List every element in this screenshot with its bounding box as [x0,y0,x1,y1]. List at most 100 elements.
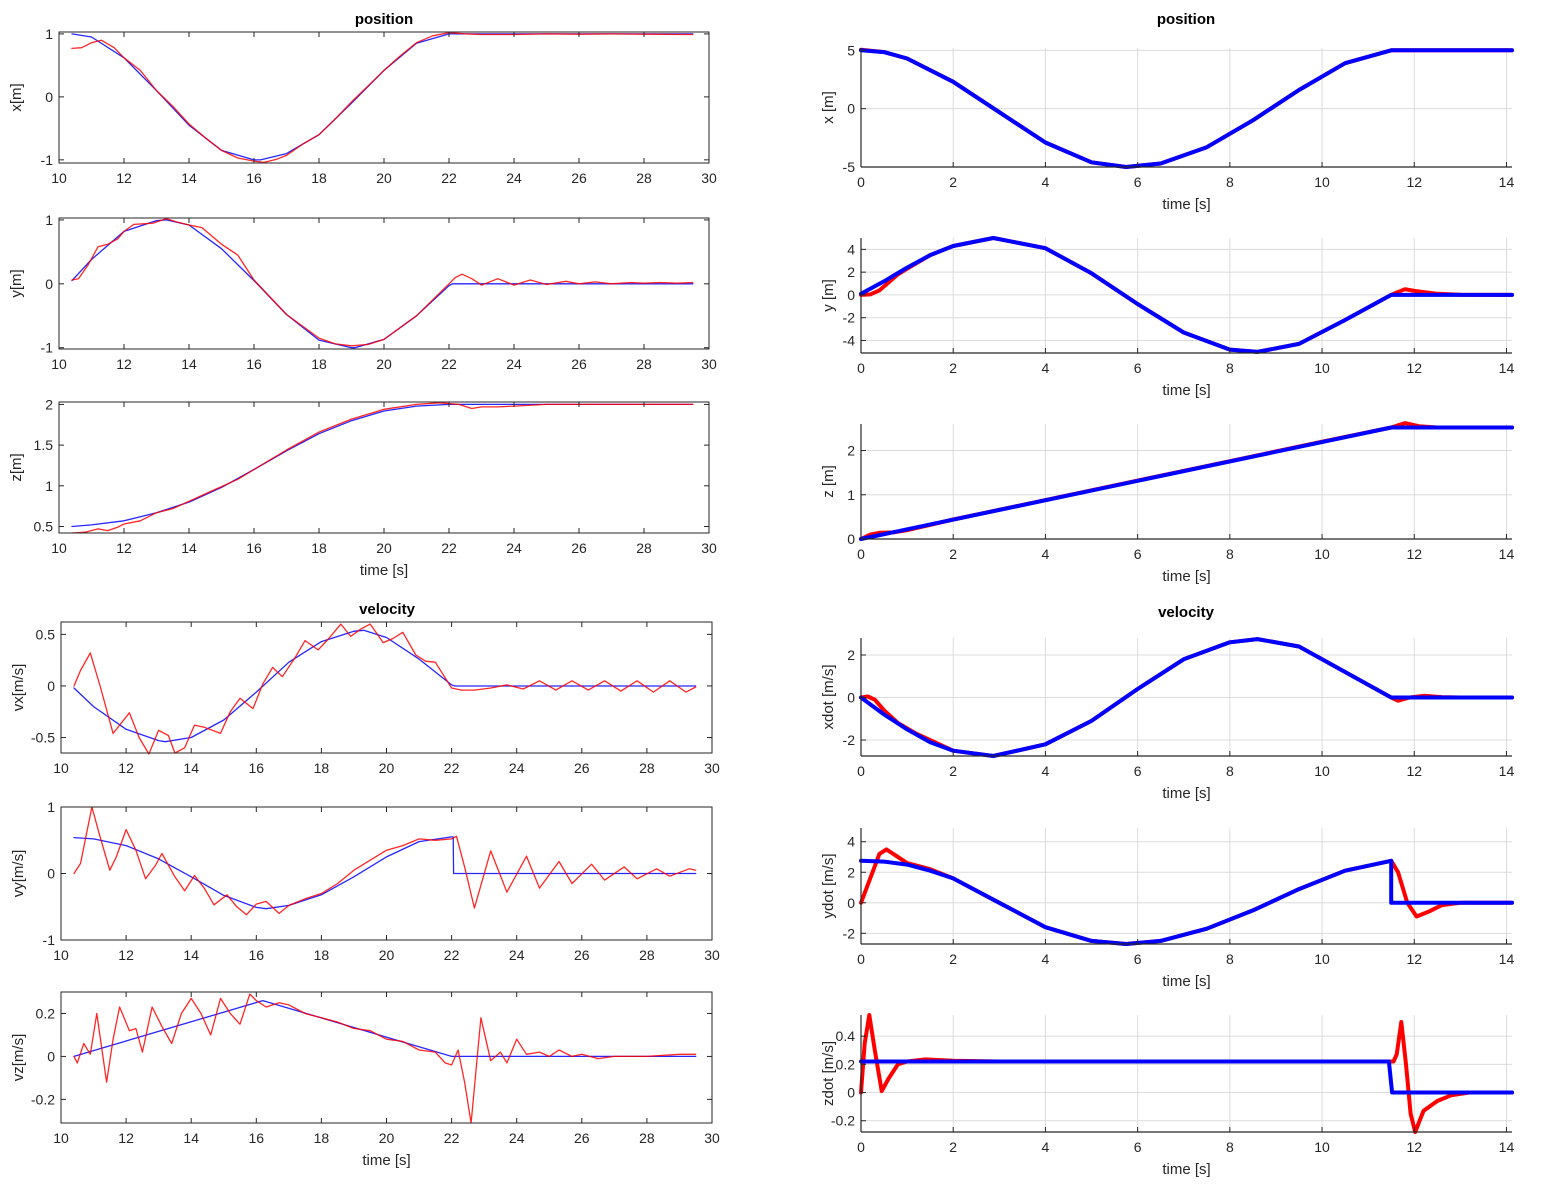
x-tick-label: 12 [118,1130,134,1146]
x-tick-label: 24 [509,1130,525,1146]
series-measured [71,402,694,534]
y-tick-label: 0 [45,89,53,105]
chart-title: velocity [359,601,416,618]
x-tick-label: 8 [1226,951,1234,967]
series-reference [859,48,1514,169]
x-tick-label: 16 [249,947,265,963]
x-tick-label: 22 [444,760,460,776]
x-tick-label: 26 [571,356,587,372]
y-tick-label: -1 [41,340,54,356]
x-tick-label: 30 [701,540,717,556]
x-tick-label: 14 [1499,763,1515,779]
y-tick-label: 0 [47,1048,55,1064]
panel-right-y: 0 2 4 6 8 10 12 14 -4 -2 0 2 4 y [m] time [s] [820,236,1514,399]
series-reference [859,236,1514,354]
x-tick-label: 20 [376,540,392,556]
x-tick-label: 24 [509,947,525,963]
y-tick-label: -0.5 [31,730,55,746]
x-tick-label: 10 [51,356,67,372]
x-tick-label: 26 [574,947,590,963]
x-tick-label: 18 [314,1130,330,1146]
x-tick-label: 10 [51,540,67,556]
x-tick-label: 12 [116,170,132,186]
x-tick-label: 14 [1499,546,1515,562]
x-axis-label: time [s] [360,562,408,579]
x-tick-label: 10 [1314,546,1330,562]
y-tick-label: 2 [847,647,855,663]
x-axis-label: time [s] [1162,568,1210,585]
y-tick-label: -0.2 [831,1113,855,1129]
y-axis-label: x [m] [820,91,837,124]
x-tick-label: 8 [1226,546,1234,562]
y-axis-label: z[m] [8,453,25,481]
x-tick-label: 0 [857,546,865,562]
x-tick-label: 22 [444,947,460,963]
y-tick-label: 0.4 [836,1028,856,1044]
x-tick-label: 16 [249,760,265,776]
x-tick-label: 12 [116,540,132,556]
x-tick-label: 14 [181,356,197,372]
x-axis-label: time [s] [1162,1161,1210,1178]
x-tick-label: 10 [53,947,69,963]
x-tick-label: 0 [857,174,865,190]
x-tick-label: 14 [181,170,197,186]
x-tick-label: 10 [51,170,67,186]
panel-left-vx: 10 12 14 16 18 20 22 24 26 28 30 -0.5 0 0.5 vx[m/s] vel… [10,601,720,776]
x-tick-label: 10 [53,760,69,776]
x-axis-label: time [s] [1162,785,1210,802]
y-axis-label: zdot [m/s] [820,1041,837,1106]
x-tick-label: 2 [949,360,957,376]
y-tick-label: 0 [847,895,855,911]
chart-title: position [1157,11,1215,28]
y-axis-label: vx[m/s] [10,664,27,712]
series-reference [73,999,697,1058]
x-tick-label: 4 [1042,1139,1050,1155]
y-tick-label: 0.5 [34,518,54,534]
y-tick-label: -2 [843,925,856,941]
x-tick-label: 26 [571,540,587,556]
x-tick-label: 2 [949,174,957,190]
series-measured [73,806,697,916]
series-measured [71,31,694,164]
y-tick-label: 1 [45,212,53,228]
x-tick-label: 22 [444,1130,460,1146]
x-tick-label: 30 [701,356,717,372]
x-tick-label: 28 [639,1130,655,1146]
x-tick-label: 18 [314,947,330,963]
series-reference [859,1059,1514,1095]
y-tick-label: 1 [47,799,55,815]
x-tick-label: 12 [1406,174,1422,190]
y-axis-label: y[m] [8,269,25,297]
x-tick-label: 16 [246,356,262,372]
y-tick-label: 0 [45,276,53,292]
x-tick-label: 4 [1042,546,1050,562]
x-tick-label: 0 [857,360,865,376]
x-tick-label: 10 [1314,951,1330,967]
y-tick-label: -2 [843,310,856,326]
y-tick-label: 1 [847,487,855,503]
y-tick-label: 0 [47,678,55,694]
y-tick-label: -2 [843,732,856,748]
y-tick-label: 0 [47,866,55,882]
y-tick-label: 0 [847,1085,855,1101]
y-axis-label: z [m] [820,465,837,498]
x-tick-label: 16 [246,540,262,556]
x-tick-label: 12 [1406,360,1422,376]
y-tick-label: 2 [45,396,53,412]
y-axis-label: y [m] [820,279,837,312]
x-tick-label: 28 [636,356,652,372]
x-tick-label: 26 [571,170,587,186]
x-tick-label: 16 [249,1130,265,1146]
series-reference [859,637,1514,758]
series-reference [859,858,1514,946]
x-tick-label: 24 [506,540,522,556]
x-tick-label: 6 [1134,174,1142,190]
x-tick-label: 2 [949,546,957,562]
panel-left-vy: 10 12 14 16 18 20 22 24 26 28 30 -1 0 1 vy[m/s] [10,799,720,963]
panel-left-z: 10 12 14 16 18 20 22 24 26 28 30 0.5 1 1.5 2 z[m] time [… [8,396,717,579]
y-axis-label: ydot [m/s] [820,853,837,918]
x-axis-label: time [s] [362,1152,410,1169]
x-tick-label: 6 [1134,546,1142,562]
x-tick-label: 8 [1226,360,1234,376]
